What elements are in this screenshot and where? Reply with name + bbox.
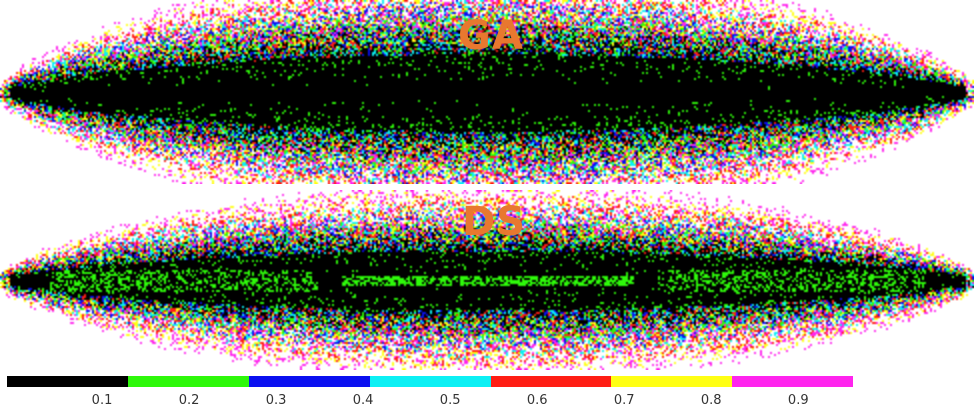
colorbar-segment [490, 376, 612, 387]
ga-noise-map [0, 0, 974, 184]
colorbar-tick-label: 0.6 [526, 393, 548, 408]
ds-noise-map [0, 190, 974, 370]
ga-map-panel: GA [0, 0, 974, 184]
colorbar [7, 376, 974, 387]
colorbar-tick-label: 0.3 [265, 393, 287, 408]
colorbar-segment [611, 376, 733, 387]
colorbar-ticks: 0.1 0.2 0.3 0.4 0.5 0.6 0.7 0.8 0.9 [0, 392, 974, 412]
colorbar-segment [853, 376, 974, 387]
colorbar-tick-label: 0.1 [91, 393, 113, 408]
ga-label: GA [458, 13, 524, 59]
colorbar-tick-label: 0.8 [700, 393, 722, 408]
colorbar-segment [7, 376, 128, 387]
colorbar-segment [732, 376, 854, 387]
ds-label: DS [462, 199, 527, 245]
colorbar-tick-label: 0.9 [787, 393, 809, 408]
colorbar-segment [369, 376, 491, 387]
ds-map-panel: DS [0, 190, 974, 370]
colorbar-tick-label: 0.2 [178, 393, 200, 408]
colorbar-segment [248, 376, 370, 387]
colorbar-tick-label: 0.4 [352, 393, 374, 408]
colorbar-tick-label: 0.7 [613, 393, 635, 408]
colorbar-segment [127, 376, 249, 387]
colorbar-tick-label: 0.5 [439, 393, 461, 408]
